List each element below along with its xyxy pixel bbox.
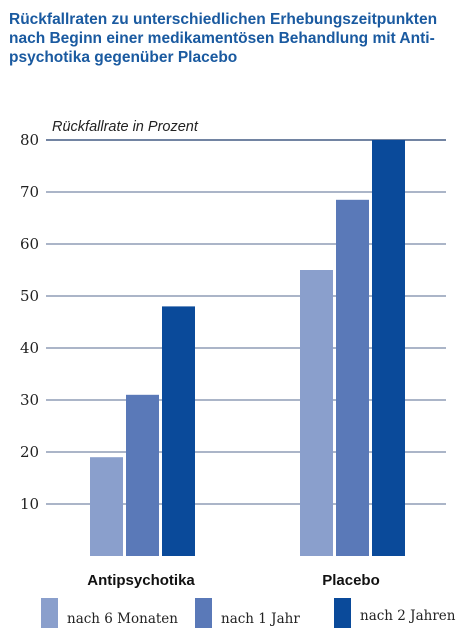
legend-swatch <box>334 598 351 628</box>
y-tick-label: 30 <box>20 391 39 409</box>
legend-label: nach 2 Jahren <box>360 608 456 624</box>
bar-placebo-3 <box>372 140 405 556</box>
y-tick-label: 60 <box>20 235 39 253</box>
legend-swatch <box>195 598 212 628</box>
y-tick-label: 10 <box>20 495 39 513</box>
bar-antipsychotika-3 <box>162 306 195 556</box>
bars <box>90 140 405 557</box>
bar-placebo-2 <box>336 199 369 557</box>
bar-antipsychotika-1 <box>90 457 123 556</box>
bar-antipsychotika-2 <box>126 394 159 556</box>
legend-swatch <box>41 598 58 628</box>
bar-placebo-1 <box>300 270 333 556</box>
y-tick-label: 50 <box>20 287 39 305</box>
y-tick-label: 80 <box>20 131 39 149</box>
category-label: Antipsychotika <box>87 572 195 589</box>
title-line-3: psychotika gegenüber Placebo <box>9 49 238 66</box>
title-line-1: Rückfallraten zu unterschiedlichen Erheb… <box>9 11 438 28</box>
y-tick-label: 40 <box>20 339 39 357</box>
legend: nach 6 Monaten nach 1 Jahr nach 2 Jahren <box>41 598 456 628</box>
legend-label: nach 1 Jahr <box>221 611 300 627</box>
category-label: Placebo <box>322 572 380 589</box>
y-tick-labels: 10 20 30 40 50 60 70 80 <box>20 131 39 513</box>
legend-label: nach 6 Monaten <box>67 611 178 627</box>
y-tick-label: 20 <box>20 443 39 461</box>
chart-title: Rückfallraten zu unterschiedlichen Erheb… <box>9 10 449 67</box>
category-labels: Antipsychotika Placebo <box>87 572 380 589</box>
title-line-2: nach Beginn einer medikamentösen Behandl… <box>9 30 435 47</box>
y-tick-label: 70 <box>20 183 39 201</box>
y-axis-label: Rückfallrate in Prozent <box>52 119 199 135</box>
